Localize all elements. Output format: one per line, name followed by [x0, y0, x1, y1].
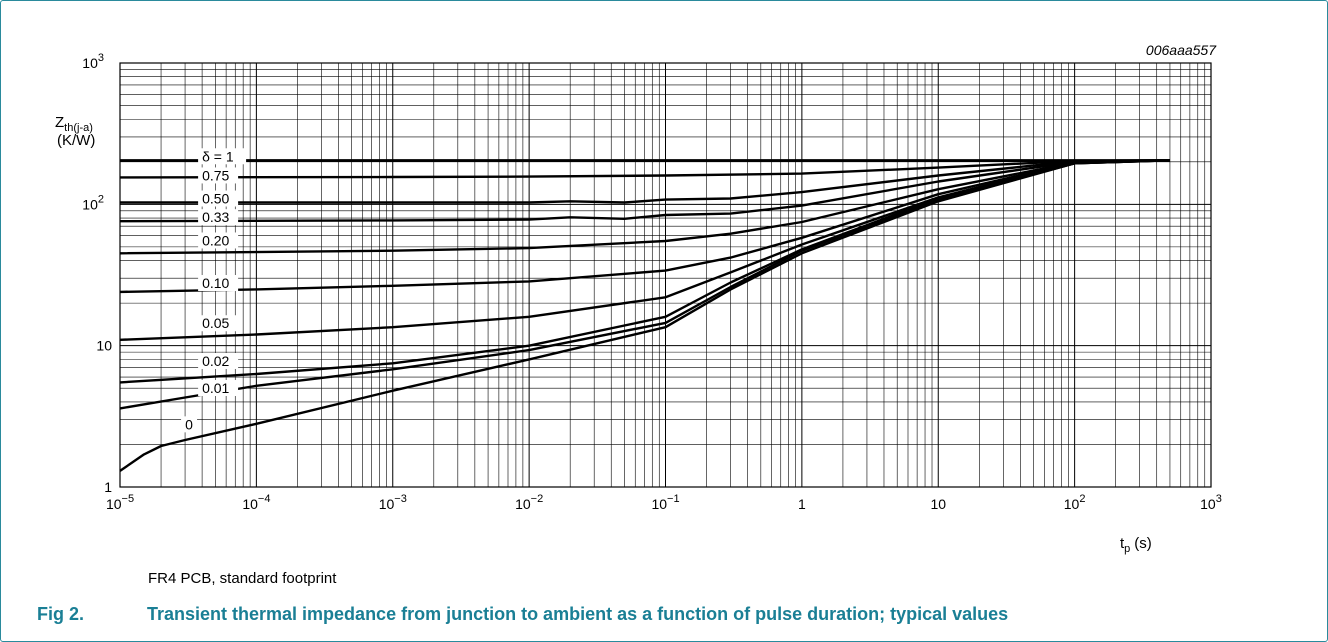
y-tick-label-1: 10	[96, 338, 112, 354]
series-label-7: 0.02	[202, 353, 229, 369]
series-line-5	[119, 159, 1170, 294]
series-label-bg-3	[198, 209, 239, 226]
x-axis-label: tp (s)	[1120, 535, 1152, 555]
series-lines	[119, 159, 1170, 472]
series-label-6: 0.05	[202, 315, 229, 331]
plot-area-border	[119, 62, 1212, 488]
series-label-bg-2	[198, 190, 239, 207]
series-label-bg-8	[198, 380, 239, 397]
series-label-bg-7	[198, 352, 239, 369]
x-tick-labels: 10−5 10−4 10−3 10−2 10−1 1 10 102 103	[106, 493, 1222, 512]
series-labels: δ = 1 0.75 0.50 0.33 0.20 0.10 0.05 0.02 0.01 0	[181, 148, 247, 433]
series-label-4: 0.20	[202, 232, 229, 248]
series-label-0: δ = 1	[202, 148, 234, 164]
series-line-6	[119, 159, 1170, 341]
y-tick-label-2: 102	[82, 193, 104, 212]
x-tick-label-5: 1	[798, 496, 806, 512]
figure-number: Fig 2.	[37, 604, 85, 624]
y-axis-label: Zth(j-a)	[55, 114, 93, 134]
y-tick-label-3: 103	[82, 52, 104, 71]
grid-minor	[120, 63, 1211, 487]
grid-major	[119, 63, 1211, 488]
series-label-1: 0.75	[202, 167, 229, 183]
series-label-3: 0.33	[202, 209, 229, 225]
series-label-bg-9	[181, 416, 198, 433]
figure-code: 006aaa557	[1146, 42, 1217, 58]
x-tick-label-8: 103	[1200, 493, 1222, 512]
series-line-4	[119, 159, 1170, 255]
series-label-bg-6	[198, 315, 239, 332]
y-tick-label-0: 1	[104, 479, 112, 495]
series-label-bg-5	[198, 275, 239, 292]
series-line-9	[119, 159, 1170, 472]
x-tick-label-4: 10−1	[651, 493, 679, 512]
y-axis-unit: (K/W)	[57, 132, 95, 149]
figure-title: Transient thermal impedance from junctio…	[147, 604, 1009, 624]
footnote: FR4 PCB, standard footprint	[148, 570, 337, 587]
series-label-bg-4	[198, 232, 239, 249]
series-label-bg-1	[198, 167, 239, 184]
x-tick-label-3: 10−2	[515, 493, 543, 512]
series-line-1	[119, 159, 1170, 179]
y-tick-labels: 1 10 102 103	[82, 52, 112, 495]
series-label-2: 0.50	[202, 191, 229, 207]
x-tick-label-0: 10−5	[106, 493, 134, 512]
x-tick-label-2: 10−3	[379, 493, 407, 512]
series-line-3	[119, 159, 1170, 223]
x-tick-label-6: 10	[930, 496, 946, 512]
x-tick-label-7: 102	[1064, 493, 1086, 512]
series-label-bg-0	[198, 148, 247, 165]
series-label-8: 0.01	[202, 380, 229, 396]
figure-caption: Fig 2. Transient thermal impedance from j…	[37, 604, 1008, 625]
series-line-2	[120, 159, 1170, 204]
series-label-9: 0	[185, 416, 193, 432]
series-label-5: 0.10	[202, 275, 229, 291]
x-tick-label-1: 10−4	[242, 493, 270, 512]
